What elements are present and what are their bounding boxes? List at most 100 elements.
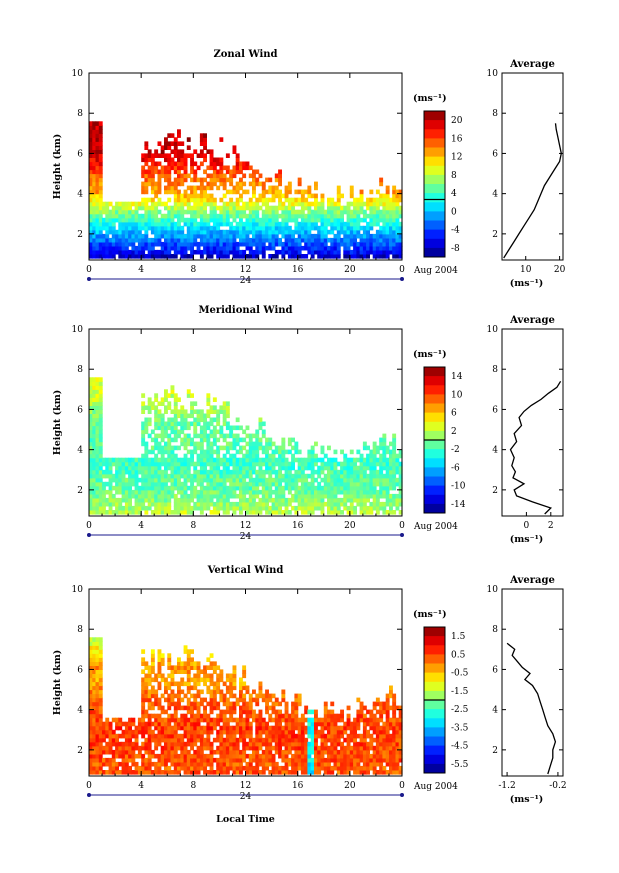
heatmap-cell — [95, 193, 100, 199]
heatmap-cell — [320, 241, 325, 247]
heatmap-cell — [115, 497, 119, 503]
heatmap-cell — [144, 465, 149, 471]
heatmap-cell — [95, 397, 100, 402]
heatmap-cell — [320, 221, 325, 227]
heatmap-cell — [239, 161, 243, 167]
heatmap-cell — [92, 133, 97, 138]
heatmap-cell — [89, 729, 93, 735]
heatmap-cell — [389, 221, 393, 227]
heatmap-cell — [245, 465, 250, 471]
heatmap-cell — [95, 465, 100, 471]
heatmap-cell — [180, 201, 185, 207]
heatmap-cell — [170, 737, 175, 743]
heatmap-cell — [183, 157, 188, 163]
heatmap-cell — [160, 241, 165, 247]
heatmap-cell — [212, 661, 217, 666]
heatmap-cell — [252, 217, 256, 223]
heatmap-cell — [95, 421, 100, 427]
heatmap-cell — [160, 461, 165, 467]
heatmap-cell — [300, 481, 305, 487]
heatmap-cell — [144, 157, 149, 163]
day-line-start — [87, 277, 91, 281]
heatmap-cell — [225, 229, 230, 235]
heatmap-cell — [375, 481, 380, 487]
heatmap-cell — [196, 445, 201, 451]
heatmap-cell — [222, 469, 227, 475]
heatmap-cell — [164, 677, 168, 683]
heatmap-cell — [219, 254, 224, 259]
heatmap-cell — [141, 753, 146, 759]
heatmap-cell — [219, 405, 224, 410]
heatmap-cell — [92, 393, 97, 398]
heatmap-cell — [242, 465, 247, 471]
heatmap-cell — [278, 729, 282, 735]
heatmap-cell — [261, 221, 266, 227]
heatmap-cell — [362, 445, 367, 451]
heatmap-cell — [216, 489, 221, 495]
heatmap-cell — [317, 205, 322, 211]
heatmap-cell — [320, 485, 325, 491]
heatmap-cell — [320, 757, 325, 763]
heatmap-cell — [255, 209, 260, 215]
heatmap-cell — [349, 233, 354, 239]
heatmap-cell — [209, 433, 214, 439]
heatmap-cell — [170, 465, 175, 471]
heatmap-cell — [203, 141, 207, 146]
heatmap-cell — [209, 493, 214, 499]
heatmap-cell — [281, 437, 286, 443]
heatmap-cell — [323, 745, 328, 751]
heatmap-cell — [150, 737, 155, 743]
heatmap-cell — [98, 205, 103, 211]
heatmap-cell — [245, 213, 250, 219]
colorbar-band — [424, 184, 445, 194]
heatmap-cell — [150, 445, 155, 451]
heatmap-cell — [271, 225, 276, 231]
heatmap-cell — [320, 489, 325, 495]
heatmap-cell — [219, 505, 224, 511]
heatmap-cell — [124, 217, 129, 223]
heatmap-cell — [229, 701, 234, 707]
heatmap-cell — [349, 185, 354, 191]
heatmap-cell — [366, 225, 370, 231]
heatmap-cell — [336, 205, 341, 211]
heatmap-cell — [268, 481, 273, 487]
heatmap-cell — [323, 225, 328, 231]
heatmap-cell — [340, 481, 344, 487]
heatmap-cell — [375, 473, 380, 479]
heatmap-cell — [310, 453, 315, 459]
heatmap-cell — [216, 485, 221, 491]
heatmap-cell — [95, 505, 100, 511]
heatmap-cell — [190, 493, 194, 499]
heatmap-cell — [291, 237, 295, 243]
heatmap-cell — [248, 205, 253, 211]
profile-y-tick-label: 8 — [492, 365, 498, 375]
heatmap-cell — [170, 225, 175, 231]
heatmap-cell — [134, 225, 139, 231]
heatmap-cell — [115, 725, 119, 731]
heatmap-cell — [278, 469, 282, 475]
heatmap-cell — [375, 461, 380, 467]
heatmap-cell — [98, 393, 103, 398]
heatmap-cell — [121, 749, 126, 755]
heatmap-cell — [128, 481, 132, 487]
heatmap-cell — [362, 505, 367, 511]
heatmap-cell — [89, 461, 93, 467]
heatmap-cell — [258, 729, 263, 735]
heatmap-cell — [118, 489, 123, 495]
heatmap-cell — [144, 721, 149, 727]
heatmap-cell — [203, 709, 207, 715]
heatmap-cell — [327, 197, 331, 203]
heatmap-cell — [258, 181, 263, 187]
heatmap-cell — [190, 449, 194, 455]
heatmap-cell — [193, 501, 198, 507]
heatmap-cell — [137, 753, 142, 759]
heatmap-cell — [206, 701, 211, 707]
heatmap-cell — [196, 461, 201, 467]
colorbar-band — [424, 458, 445, 468]
heatmap-cell — [268, 510, 273, 515]
heatmap-cell — [173, 505, 178, 511]
heatmap-cell — [92, 485, 97, 491]
heatmap-cell — [252, 497, 256, 503]
heatmap-cell — [317, 225, 322, 231]
heatmap-cell — [180, 753, 185, 759]
